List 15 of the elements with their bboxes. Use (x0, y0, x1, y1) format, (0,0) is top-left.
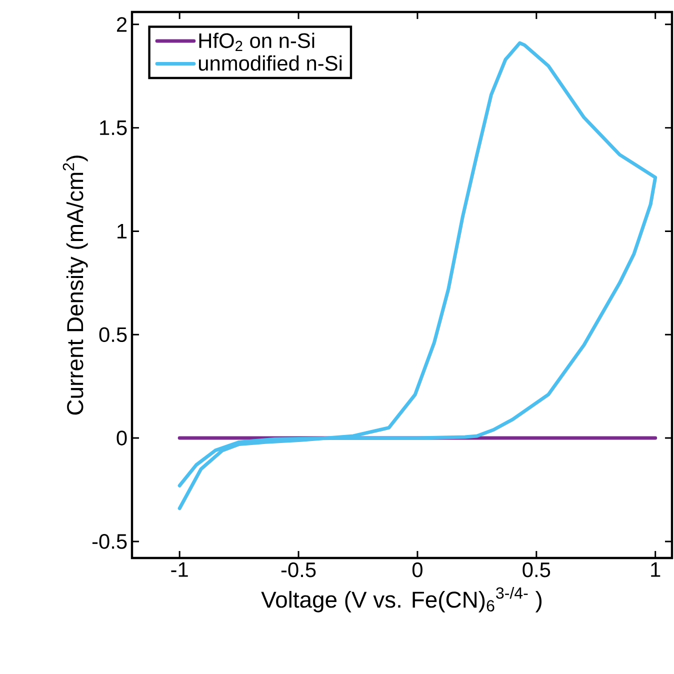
x-tick-label: -1 (171, 562, 188, 577)
y-tick-label: 0.5 (99, 327, 127, 342)
x-tick-label: 1 (651, 562, 660, 577)
y-tick-label: 1 (118, 224, 127, 238)
y-tick-label: 2 (116, 17, 127, 32)
y-tick-label: 1.5 (100, 120, 127, 136)
y-tick-label: 0 (116, 430, 127, 446)
y-axis-title: Current Density (mA/cm$^{2}$) (62, 156, 88, 415)
legend-label: HfO$_{2}$ on n-Si (199, 32, 314, 51)
y-tick-label: -0.5 (92, 534, 127, 549)
x-tick-label: -0.5 (281, 562, 316, 578)
legend-label: unmodified n-Si (198, 55, 342, 71)
x-tick-label: 0 (412, 562, 422, 578)
x-tick-label: 0.5 (522, 562, 550, 578)
x-axis-title: Voltage (V vs. Fe(CN)$_{6}$$^{3-/4-}$ ) (261, 586, 542, 612)
